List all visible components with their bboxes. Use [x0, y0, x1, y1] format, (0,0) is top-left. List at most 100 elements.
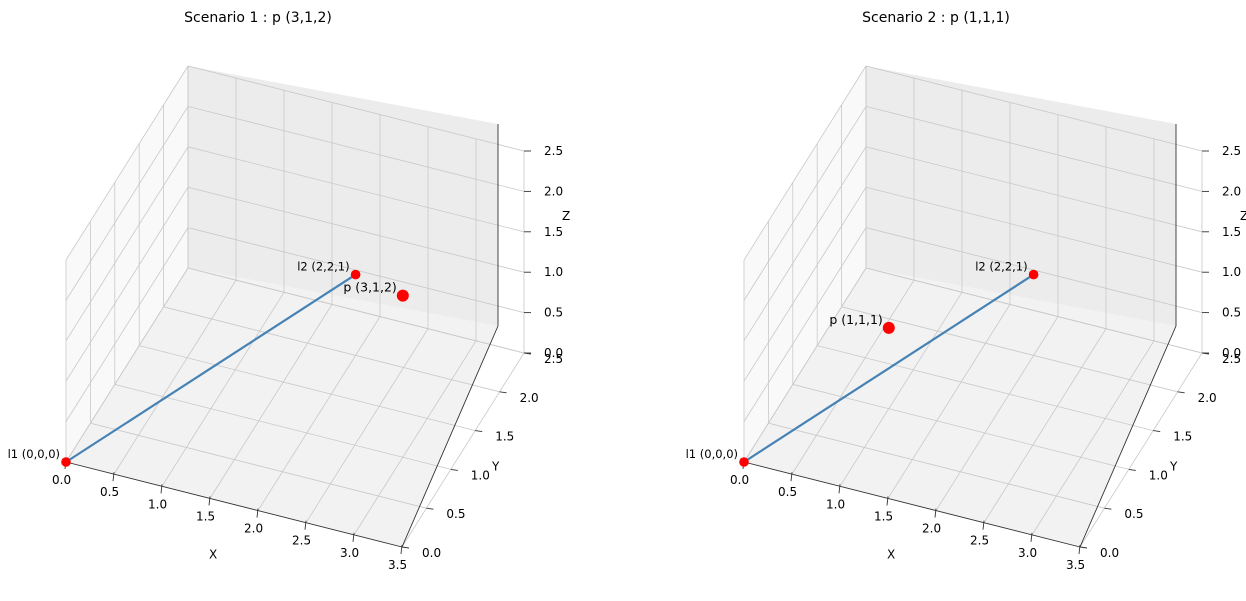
- x-tick-label: 2.0: [244, 522, 263, 536]
- y-tick: [401, 546, 410, 549]
- segment-l1-l2: [65, 273, 357, 463]
- x-tick: [160, 484, 163, 494]
- x-tick: [886, 496, 889, 506]
- x-axis-line: [743, 461, 1081, 548]
- point-label: l1 (0,0,0): [8, 447, 60, 461]
- x-tick-label: 1.5: [196, 509, 215, 523]
- z-tick-label: 0.0: [1222, 346, 1241, 360]
- z-gridline: [743, 105, 1203, 301]
- back-pane: [188, 66, 498, 326]
- point-label: l2 (2,2,1): [297, 260, 349, 274]
- y-tick: [475, 430, 483, 433]
- x-tick-label: 2.5: [970, 534, 989, 548]
- z-gridline: [65, 267, 525, 463]
- z-gridline: [65, 105, 525, 301]
- left-pane: [66, 66, 188, 462]
- data-point: [396, 289, 409, 302]
- data-point: [739, 457, 749, 467]
- x-tick-label: 1.5: [874, 509, 893, 523]
- z-gridline: [743, 146, 1203, 342]
- x-tick: [304, 520, 307, 530]
- z-tick-label: 1.5: [544, 225, 563, 239]
- z-gridline: [743, 227, 1203, 422]
- y-tick-label: 1.0: [1149, 468, 1168, 482]
- point-label: l1 (0,0,0): [686, 447, 738, 461]
- z-gridline: [65, 186, 525, 382]
- y-tick-label: 0.0: [1100, 546, 1119, 560]
- z-axis-label: Z: [1240, 209, 1246, 223]
- z-gridline: [65, 65, 525, 261]
- point-label: p (1,1,1): [829, 312, 882, 327]
- y-tick: [1177, 391, 1185, 394]
- y-tick-label: 2.5: [544, 352, 563, 366]
- z-axis-label: Z: [562, 209, 570, 223]
- x-tick: [400, 544, 403, 555]
- y-tick: [1128, 468, 1136, 471]
- scenario-2-plot: 0.0 0.5 1.0 1.5 2.0 2.5 3.0 3.5 0.0 0.5 1.0 1.5 2.0 2…: [686, 10, 1246, 572]
- point-label: p (3,1,2): [343, 280, 396, 295]
- z-gridline: [65, 227, 525, 422]
- z-tick-label: 1.5: [1222, 225, 1241, 239]
- data-point: [61, 457, 71, 467]
- z-tick-label: 2.5: [1222, 144, 1241, 158]
- y-tick-label: 1.5: [495, 430, 514, 444]
- z-tick-label: 1.0: [544, 265, 563, 279]
- x-tick-label: 0.0: [730, 473, 749, 487]
- z-gridline: [743, 267, 1203, 463]
- point-label: l2 (2,2,1): [975, 260, 1027, 274]
- data-point: [1028, 269, 1039, 280]
- data-point: [882, 321, 895, 334]
- y-tick: [426, 507, 434, 510]
- y-tick-label: 1.0: [471, 468, 490, 482]
- z-tick-label: 0.0: [544, 346, 563, 360]
- x-tick: [256, 508, 259, 518]
- x-tick-label: 3.5: [388, 558, 407, 572]
- x-tick: [934, 508, 937, 518]
- x-tick-label: 0.5: [778, 485, 797, 499]
- back-pane: [866, 66, 1176, 326]
- x-tick-label: 0.5: [100, 485, 119, 499]
- data-point: [350, 269, 361, 280]
- x-tick-label: 0.0: [52, 473, 71, 487]
- y-tick-label: 1.5: [1173, 430, 1192, 444]
- left-pane: [744, 66, 866, 462]
- x-tick-label: 1.0: [148, 497, 167, 511]
- y-tick-label: 2.5: [1222, 352, 1241, 366]
- z-tick-label: 0.5: [1222, 306, 1241, 320]
- x-tick: [790, 472, 793, 482]
- y-tick: [450, 468, 458, 471]
- x-tick-label: 2.5: [292, 534, 311, 548]
- chart-title: Scenario 2 : p (1,1,1): [862, 10, 1010, 26]
- chart-title: Scenario 1 : p (3,1,2): [184, 10, 332, 26]
- y-tick: [1153, 430, 1161, 433]
- z-tick-label: 2.0: [1222, 184, 1241, 198]
- x-tick: [208, 496, 211, 506]
- y-tick-label: 0.0: [422, 546, 441, 560]
- segment-l1-l2: [743, 273, 1035, 463]
- x-tick: [352, 532, 355, 542]
- z-tick-label: 2.0: [544, 184, 563, 198]
- x-tick: [838, 484, 841, 494]
- y-tick-label: 0.5: [446, 507, 465, 521]
- y-tick-label: 2.0: [1198, 391, 1217, 405]
- y-axis-line: [401, 325, 499, 548]
- x-tick-label: 2.0: [922, 522, 941, 536]
- x-axis-line: [65, 461, 403, 548]
- y-tick: [1104, 507, 1112, 510]
- y-axis-line: [1079, 325, 1177, 548]
- y-tick: [1079, 546, 1088, 549]
- x-tick-label: 3.0: [340, 546, 359, 560]
- y-axis-label: Y: [1169, 460, 1178, 474]
- x-tick: [982, 520, 985, 530]
- x-axis-label: X: [209, 548, 217, 562]
- z-gridline: [743, 186, 1203, 382]
- x-tick-label: 3.5: [1066, 558, 1085, 572]
- z-tick-label: 2.5: [544, 144, 563, 158]
- y-tick-label: 0.5: [1124, 507, 1143, 521]
- y-tick: [499, 391, 507, 394]
- x-axis-label: X: [887, 548, 895, 562]
- z-tick-label: 1.0: [1222, 265, 1241, 279]
- x-tick-label: 1.0: [826, 497, 845, 511]
- x-tick-label: 3.0: [1018, 546, 1037, 560]
